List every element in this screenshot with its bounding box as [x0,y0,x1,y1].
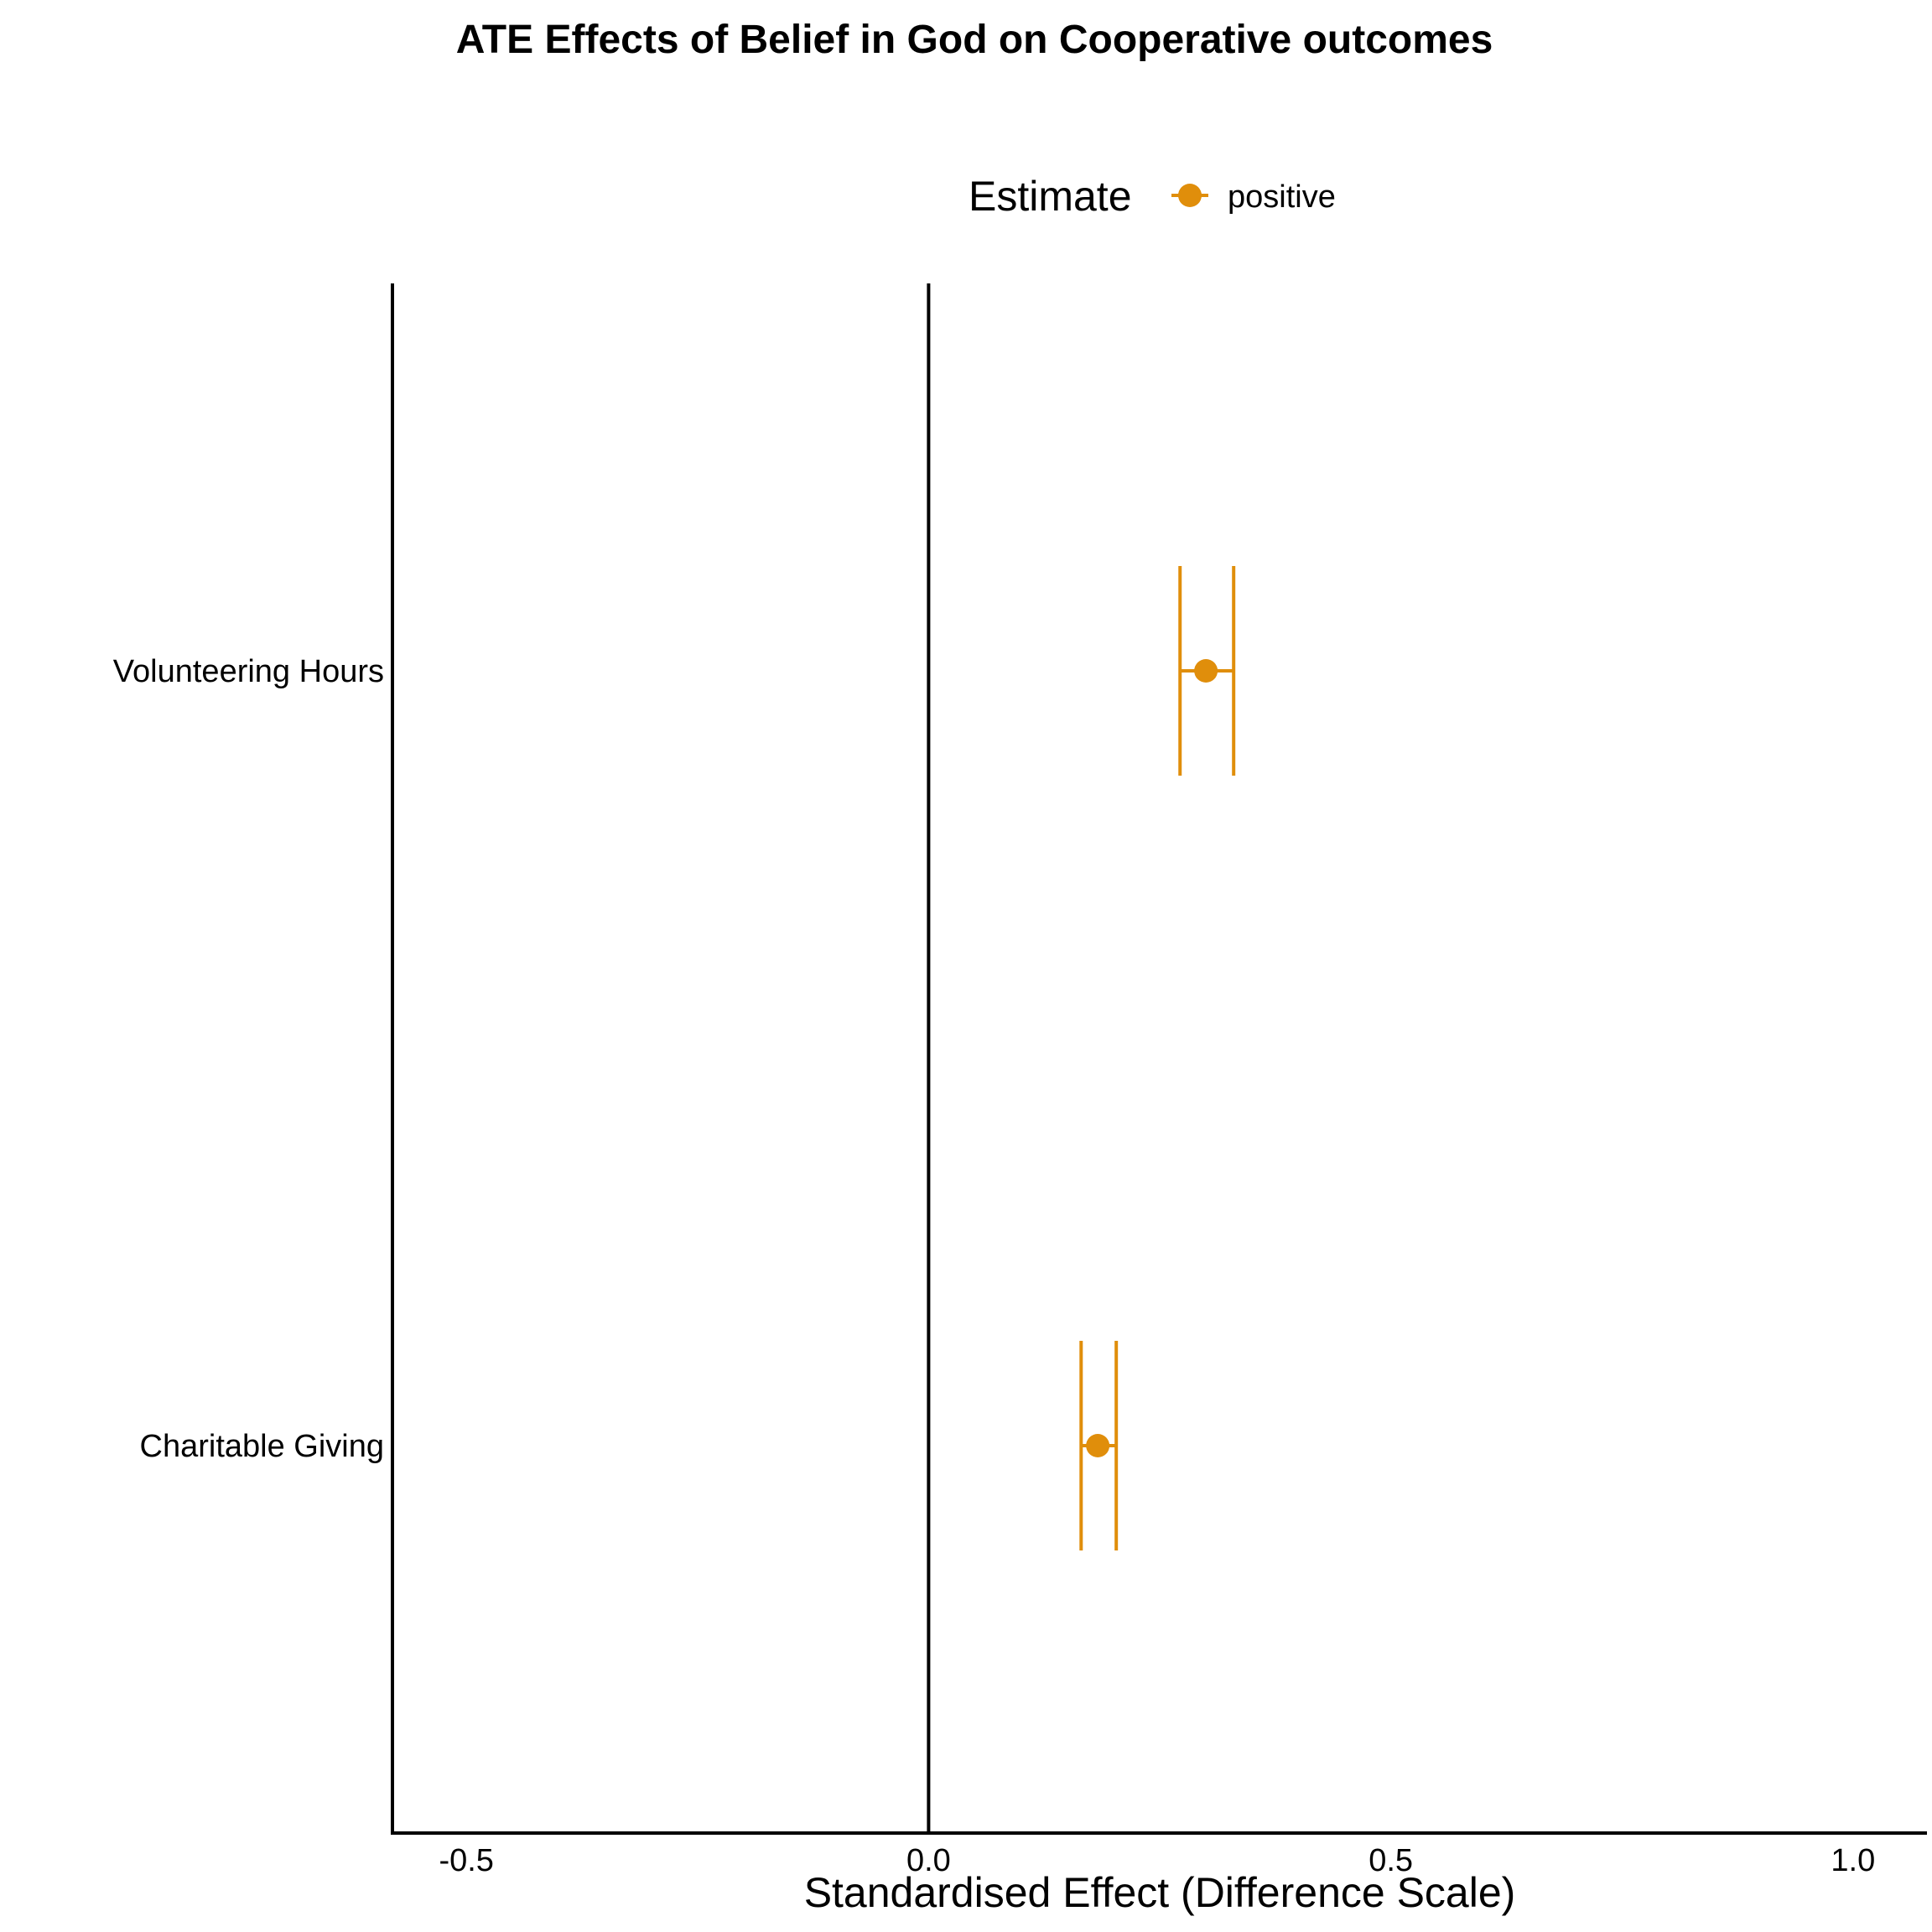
x-tick-label: 1.0 [1831,1843,1875,1878]
legend-title: Estimate [969,173,1132,220]
legend-key-point [1178,184,1202,207]
legend: Estimate positive [969,173,1336,220]
estimate-point [1194,659,1218,683]
x-tick-label: 0.0 [906,1843,951,1878]
legend-label-positive: positive [1228,179,1336,215]
estimate-point [1086,1434,1110,1457]
x-tick-label: -0.5 [439,1843,493,1878]
x-tick-label: 0.5 [1368,1843,1413,1878]
y-category-label: Volunteering Hours [113,654,384,689]
chart-title: ATE Effects of Belief in God on Cooperat… [456,18,1493,62]
y-category-label: Charitable Giving [140,1429,384,1464]
x-axis-title: Standardised Effect (Difference Scale) [804,1869,1516,1916]
plot-area: -0.5 0.0 0.5 1.0 Volunteering Hours Charitabl… [113,283,1927,1878]
legend-key-positive [1171,184,1208,207]
